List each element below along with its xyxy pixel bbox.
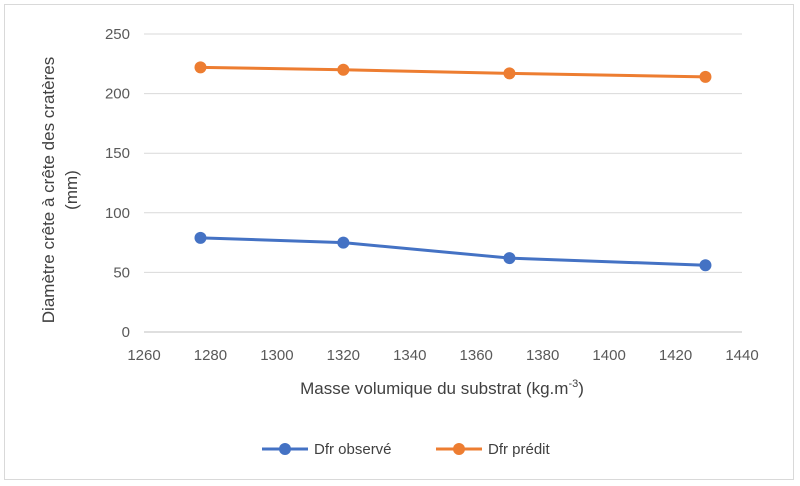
y-tick-label: 50 [113, 264, 130, 281]
data-point [337, 236, 350, 249]
legend-marker-2 [453, 443, 465, 455]
x-tick-label: 1340 [393, 347, 426, 364]
x-tick-label: 1420 [659, 347, 692, 364]
series-line-2 [198, 65, 707, 79]
legend-label-2: Dfr prédit [488, 441, 551, 458]
x-tick-label: 1260 [127, 347, 160, 364]
x-axis-title: Masse volumique du substrat (kg.m-3) [300, 378, 584, 398]
y-tick-label: 0 [122, 324, 130, 341]
data-point [503, 252, 516, 265]
x-tick-label: 1380 [526, 347, 559, 364]
y-axis-title-line2: (mm) [62, 170, 81, 210]
x-tick-label: 1280 [194, 347, 227, 364]
data-point [699, 259, 712, 272]
x-tick-label: 1320 [327, 347, 360, 364]
y-tick-label: 200 [105, 86, 130, 103]
data-point [503, 67, 516, 80]
data-point [194, 231, 207, 244]
y-tick-label: 100 [105, 205, 130, 222]
legend: Dfr observé Dfr prédit [262, 441, 551, 458]
x-tick-label: 1440 [725, 347, 758, 364]
y-tick-label: 250 [105, 26, 130, 43]
y-axis-title-line1: Diamètre crête à crête des cratères [39, 57, 58, 323]
x-axis-title-superscript: -3 [568, 378, 578, 390]
legend-label-1: Dfr observé [314, 441, 392, 458]
legend-marker-1 [279, 443, 291, 455]
x-tick-label: 1360 [460, 347, 493, 364]
x-axis-title-end: ) [578, 379, 584, 398]
gridlines [144, 33, 742, 273]
series-layer [194, 61, 712, 272]
chart-frame [4, 4, 794, 480]
x-tick-labels: 1260 1280 1300 1320 1340 1360 1380 1400 1420 1440 [127, 347, 758, 364]
data-point [194, 61, 207, 74]
y-tick-labels: 0 50 100 150 200 250 [105, 26, 130, 341]
data-point [337, 63, 350, 76]
data-point [699, 70, 712, 83]
series-line-1 [198, 236, 707, 267]
y-tick-label: 150 [105, 145, 130, 162]
x-tick-label: 1400 [592, 347, 625, 364]
x-tick-label: 1300 [260, 347, 293, 364]
